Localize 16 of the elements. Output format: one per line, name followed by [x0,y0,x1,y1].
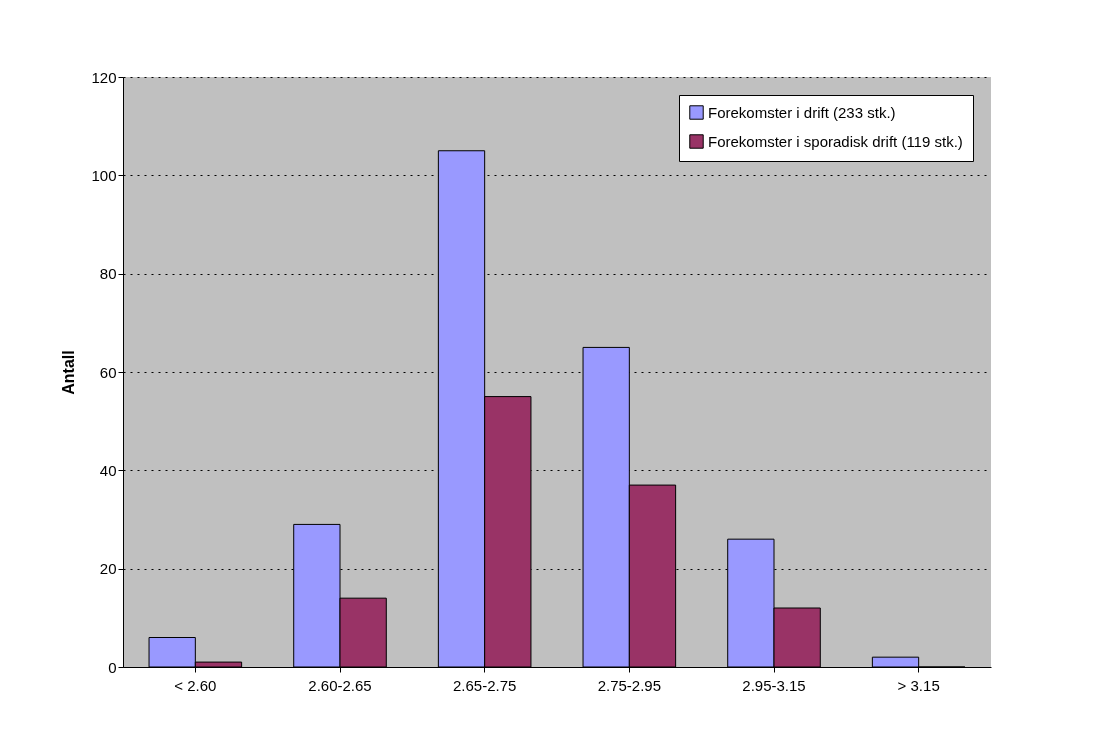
y-tick-label: 0 [108,658,117,676]
x-tick-label: 2.95-3.15 [742,676,806,694]
legend-label: Forekomster i sporadisk drift (119 stk.) [708,132,963,150]
legend-label: Forekomster i drift (233 stk.) [708,103,896,121]
x-tick-label: 2.60-2.65 [308,676,372,694]
y-tick-label: 40 [99,461,117,479]
y-tick-label: 20 [99,560,117,578]
y-tick-label: 120 [91,68,117,86]
x-tick-label: > 3.15 [897,676,940,694]
y-axis-title: Antall [60,350,78,395]
y-tick-label: 80 [99,265,117,283]
x-tick-label: < 2.60 [174,676,217,694]
x-tick-label: 2.65-2.75 [452,676,517,694]
y-tick-label: 60 [99,363,117,381]
y-tick-label: 100 [91,166,117,184]
x-tick-label: 2.75-2.95 [597,676,662,694]
